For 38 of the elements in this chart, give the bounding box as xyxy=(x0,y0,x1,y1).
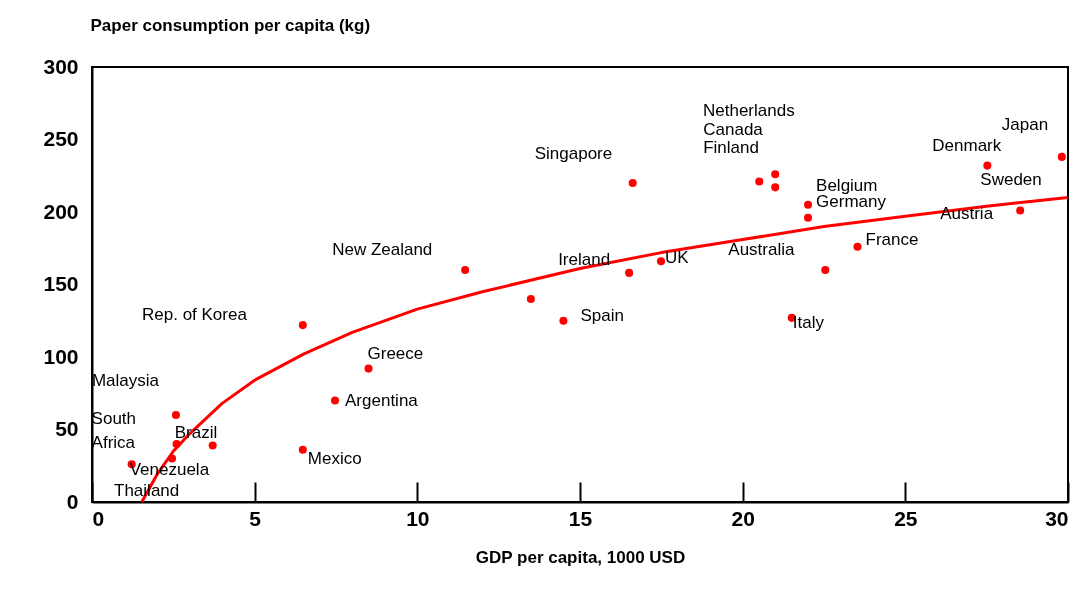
annotation: Finland xyxy=(703,138,759,158)
annotation: Mexico xyxy=(307,448,362,468)
y-tick-label: 250 xyxy=(43,127,79,150)
annotation: Italy xyxy=(792,312,825,332)
annotation: UK xyxy=(665,248,690,268)
y-tick-label: 150 xyxy=(43,272,79,295)
annotation: Malaysia xyxy=(91,371,160,390)
y-axis-title: Paper consumption per capita (kg) xyxy=(90,15,371,35)
annotation: Japan xyxy=(1001,114,1049,134)
annotation: New Zealand xyxy=(332,240,433,259)
annotation: Argentina xyxy=(345,390,419,410)
x-tick-label: 10 xyxy=(406,506,430,530)
y-tick-label: 100 xyxy=(43,344,79,368)
annotation: South Africa xyxy=(91,409,137,452)
annotation: Rep. of Korea xyxy=(142,305,248,324)
x-tick-label: 30 xyxy=(1045,506,1069,530)
annotation: Spain xyxy=(580,305,624,325)
annotation: Denmark xyxy=(932,135,1002,155)
annotation: France xyxy=(865,229,919,249)
annotation: Australia xyxy=(728,240,795,259)
y-tick-label: 0 xyxy=(66,489,79,513)
annotation: Belgium xyxy=(816,175,878,195)
x-tick-label: 25 xyxy=(894,506,918,530)
annotation: Austria xyxy=(940,203,994,223)
x-tick-label: 20 xyxy=(731,506,755,530)
y-tick-label: 300 xyxy=(43,54,79,78)
y-tick-label: 50 xyxy=(55,417,79,440)
y-tick-label: 200 xyxy=(43,199,79,223)
annotation: Netherlands xyxy=(703,101,795,120)
x-tick-label: 5 xyxy=(249,506,262,530)
annotation: Singapore xyxy=(534,144,613,163)
x-axis-title: GDP per capita, 1000 USD xyxy=(475,547,686,567)
x-tick-label: 15 xyxy=(568,506,593,530)
annotation: Ireland xyxy=(558,249,611,269)
annotation: Sweden xyxy=(980,169,1042,189)
annotation: Canada xyxy=(703,119,764,139)
x-tick-label: 0 xyxy=(92,506,105,530)
annotation: Greece xyxy=(367,343,424,363)
